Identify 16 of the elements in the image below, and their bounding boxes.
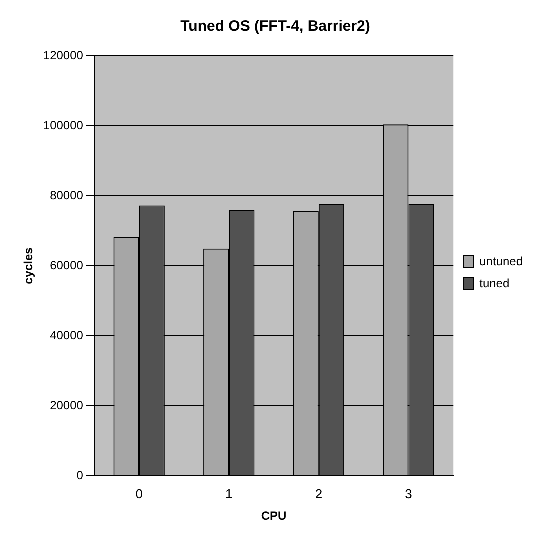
y-axis-title: cycles (22, 247, 36, 284)
y-tick-label: 0 (76, 468, 84, 482)
y-tick-label: 40000 (50, 328, 84, 342)
y-tick-label: 120000 (43, 48, 84, 62)
x-axis-title: CPU (261, 509, 287, 524)
y-tick-label: 100000 (43, 118, 84, 132)
y-tick-label: 20000 (50, 398, 84, 412)
x-tick-label: 3 (405, 486, 412, 502)
y-tick-label: 80000 (50, 188, 84, 202)
x-tick-label: 1 (226, 486, 233, 502)
y-tick-label: 60000 (50, 258, 84, 272)
x-tick-label: 2 (315, 486, 323, 502)
x-tick-label: 0 (136, 486, 143, 502)
legend-label: untuned (480, 254, 524, 268)
chart-title: Tuned OS (FFT-4, Barrier2) (180, 18, 370, 36)
legend-label: tuned (480, 276, 510, 290)
